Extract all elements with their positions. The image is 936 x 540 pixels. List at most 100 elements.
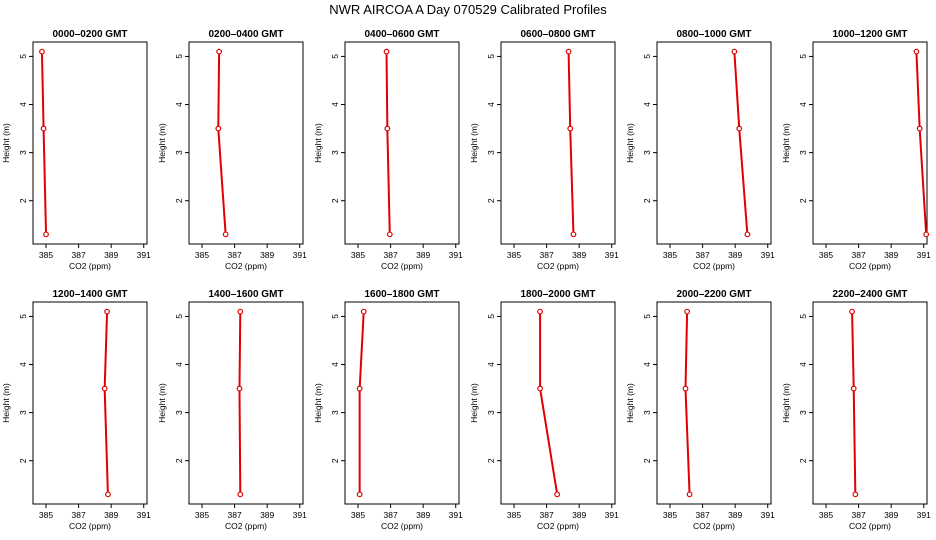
x-tick-label: 391 bbox=[293, 250, 307, 260]
series-line bbox=[238, 311, 242, 495]
x-tick-label: 389 bbox=[260, 510, 274, 520]
y-tick-label: 3 bbox=[642, 410, 652, 415]
x-tick-label: 389 bbox=[728, 250, 742, 260]
profile-chart: 1000–1200 GMT 385 387 389 391 2 3 4 5 CO2 (ppm) He… bbox=[781, 29, 931, 271]
data-point bbox=[537, 385, 543, 392]
x-tick-label: 389 bbox=[884, 250, 898, 260]
plot-frame bbox=[32, 41, 148, 245]
x-tick-label: 391 bbox=[917, 250, 931, 260]
series-line bbox=[40, 51, 48, 235]
x-tick-label: 387 bbox=[384, 510, 398, 520]
y-tick-label: 5 bbox=[642, 54, 652, 59]
y-axis-label: Height (m) bbox=[157, 123, 167, 163]
y-tick-label: 2 bbox=[174, 458, 184, 463]
x-tick-label: 385 bbox=[819, 510, 833, 520]
x-tick-label: 391 bbox=[137, 510, 151, 520]
x-tick-label: 385 bbox=[507, 510, 521, 520]
data-point bbox=[923, 231, 930, 238]
x-tick-label: 385 bbox=[39, 510, 53, 520]
data-point bbox=[101, 385, 108, 392]
x-tick-label: 387 bbox=[72, 510, 86, 520]
y-tick-label: 4 bbox=[18, 102, 28, 107]
y-axis-label: Height (m) bbox=[781, 383, 791, 423]
y-tick-label: 4 bbox=[330, 362, 340, 367]
y-tick-label: 2 bbox=[486, 458, 496, 463]
x-tick-label: 391 bbox=[605, 250, 619, 260]
y-tick-label: 5 bbox=[18, 314, 28, 319]
y-axis-label: Height (m) bbox=[157, 383, 167, 423]
y-tick-label: 2 bbox=[18, 198, 28, 203]
data-point bbox=[537, 308, 543, 315]
data-point bbox=[567, 125, 574, 132]
x-tick-label: 389 bbox=[728, 510, 742, 520]
data-point bbox=[43, 231, 49, 238]
y-tick-label: 3 bbox=[18, 150, 28, 155]
chart-title: 1400–1600 GMT bbox=[208, 289, 283, 300]
data-point bbox=[570, 231, 577, 238]
y-tick-label: 3 bbox=[18, 410, 28, 415]
x-tick-label: 391 bbox=[137, 250, 151, 260]
data-point bbox=[554, 491, 561, 498]
chart-title: 0400–0600 GMT bbox=[364, 29, 439, 40]
x-tick-label: 389 bbox=[416, 250, 430, 260]
data-point bbox=[916, 125, 923, 132]
y-tick-label: 5 bbox=[174, 54, 184, 59]
y-tick-label: 2 bbox=[330, 198, 340, 203]
x-tick-label: 385 bbox=[39, 250, 53, 260]
chart-title: 2000–2200 GMT bbox=[676, 289, 751, 300]
y-tick-label: 3 bbox=[174, 410, 184, 415]
series-line bbox=[684, 311, 691, 495]
x-tick-label: 391 bbox=[917, 510, 931, 520]
y-tick-label: 4 bbox=[174, 102, 184, 107]
data-point bbox=[852, 491, 859, 498]
x-tick-label: 387 bbox=[228, 510, 242, 520]
x-axis-label: CO2 (ppm) bbox=[381, 521, 423, 531]
y-tick-label: 4 bbox=[18, 362, 28, 367]
y-tick-label: 2 bbox=[486, 198, 496, 203]
x-tick-label: 389 bbox=[572, 250, 586, 260]
y-axis-label: Height (m) bbox=[1, 383, 11, 423]
y-axis-label: Height (m) bbox=[625, 383, 635, 423]
x-tick-label: 387 bbox=[384, 250, 398, 260]
series-line bbox=[733, 51, 749, 235]
y-tick-label: 5 bbox=[798, 54, 808, 59]
data-point bbox=[237, 491, 244, 498]
y-tick-label: 3 bbox=[486, 150, 496, 155]
y-tick-label: 4 bbox=[642, 362, 652, 367]
y-tick-label: 2 bbox=[18, 458, 28, 463]
chart-title: 0000–0200 GMT bbox=[52, 29, 127, 40]
data-point bbox=[850, 385, 857, 392]
x-tick-label: 391 bbox=[449, 250, 463, 260]
chart-title: 0800–1000 GMT bbox=[676, 29, 751, 40]
data-point bbox=[39, 48, 45, 55]
x-tick-label: 385 bbox=[195, 250, 209, 260]
data-point bbox=[384, 125, 391, 132]
y-tick-label: 3 bbox=[330, 150, 340, 155]
y-axis-label: Height (m) bbox=[313, 123, 323, 163]
x-tick-label: 391 bbox=[761, 250, 775, 260]
series-line bbox=[358, 311, 365, 495]
data-point bbox=[360, 308, 367, 315]
x-tick-label: 391 bbox=[449, 510, 463, 520]
y-axis-label: Height (m) bbox=[1, 123, 11, 163]
x-tick-label: 387 bbox=[228, 250, 242, 260]
y-tick-label: 3 bbox=[330, 410, 340, 415]
x-tick-label: 391 bbox=[761, 510, 775, 520]
data-point bbox=[105, 491, 111, 498]
series-line bbox=[851, 311, 857, 495]
y-tick-label: 5 bbox=[798, 314, 808, 319]
series-line bbox=[915, 51, 928, 235]
plot-frame bbox=[500, 41, 616, 245]
x-axis-label: CO2 (ppm) bbox=[537, 261, 579, 271]
y-tick-label: 5 bbox=[174, 314, 184, 319]
x-tick-label: 387 bbox=[540, 510, 554, 520]
chart-title: 1600–1800 GMT bbox=[364, 289, 439, 300]
chart-title: 0200–0400 GMT bbox=[208, 29, 283, 40]
y-tick-label: 4 bbox=[798, 102, 808, 107]
x-axis-label: CO2 (ppm) bbox=[693, 521, 735, 531]
profile-chart: 0600–0800 GMT 385 387 389 391 2 3 4 5 CO2 (ppm) He… bbox=[469, 29, 619, 271]
profile-chart: 1800–2000 GMT 385 387 389 391 2 3 4 5 CO2 (ppm) He… bbox=[469, 289, 619, 531]
profile-chart: 0800–1000 GMT 385 387 389 391 2 3 4 5 CO2 (ppm) He… bbox=[625, 29, 775, 271]
profile-chart: 2000–2200 GMT 385 387 389 391 2 3 4 5 CO2 (ppm) He… bbox=[625, 289, 775, 531]
